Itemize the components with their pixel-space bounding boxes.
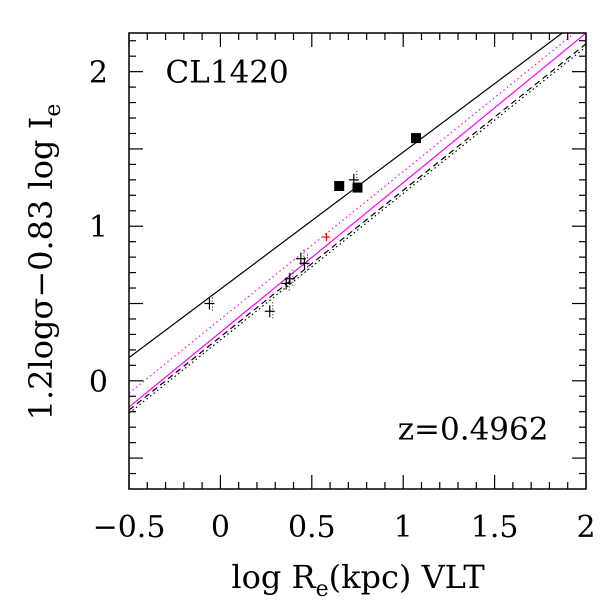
annotation: z=0.4962 <box>398 412 549 448</box>
cross-marker <box>299 254 310 273</box>
y-tick-label: 2 <box>89 56 108 91</box>
y-tick-label: 1 <box>89 210 108 245</box>
cross-marker <box>284 269 295 288</box>
axis-ticks <box>128 33 587 489</box>
y-axis-label: 1.2logσ−0.83 log Ie <box>22 104 66 421</box>
fit-line-3 <box>129 33 576 394</box>
cross-marker <box>264 302 275 321</box>
cross-marker <box>204 294 215 313</box>
plot-frame <box>128 32 587 490</box>
fit-line-5 <box>129 46 586 414</box>
fit-line-1 <box>129 33 563 359</box>
x-tick-label: 1.5 <box>471 510 519 545</box>
annotations: CL1420 z=0.4962 <box>166 54 549 447</box>
x-tick-label: 1 <box>394 510 413 545</box>
tick-labels: −0.5 0 0.5 1 1.5 2 0 1 2 <box>89 56 596 545</box>
fit-lines <box>129 33 586 414</box>
square-marker <box>410 133 421 144</box>
x-tick-label: −0.5 <box>93 510 166 545</box>
y-tick-label: 0 <box>89 365 108 400</box>
annotation: CL1420 <box>166 54 289 90</box>
square-marker <box>334 181 345 192</box>
fit-line-4 <box>129 43 586 411</box>
x-tick-label: 0.5 <box>288 510 336 545</box>
square-marker <box>352 182 363 193</box>
fit-line-2 <box>129 33 586 408</box>
red-cross-marker <box>322 233 331 242</box>
cross-marker <box>348 170 359 189</box>
x-axis-label: log Re(kpc) VLT <box>231 558 485 600</box>
data-points <box>204 133 421 321</box>
x-tick-label: 2 <box>576 510 595 545</box>
x-tick-label: 0 <box>211 510 230 545</box>
